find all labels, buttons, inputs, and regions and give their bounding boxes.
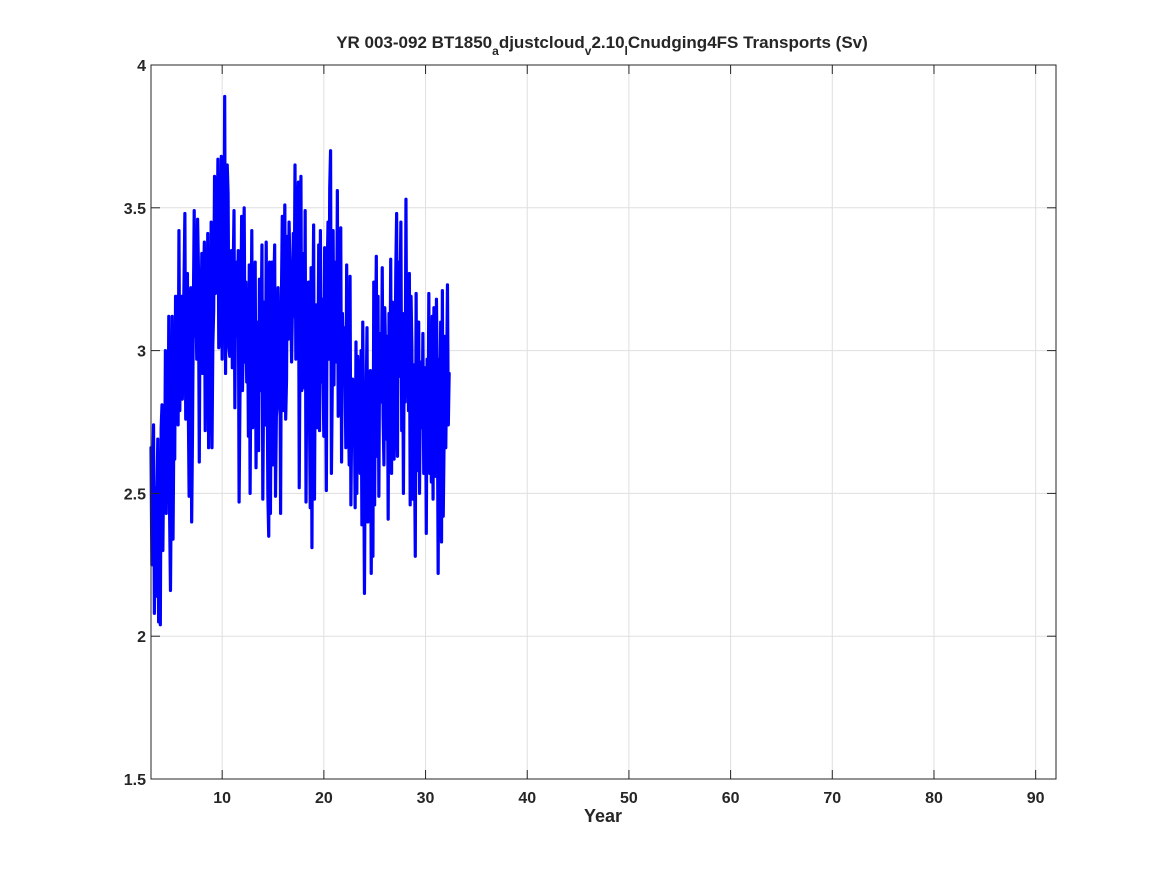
chart-title-part: v [585,44,592,58]
y-tick-label: 4 [137,58,146,75]
x-tick-label: 30 [417,790,435,807]
y-tick-label: 3.5 [124,201,146,218]
y-tick-label: 1.5 [124,772,146,789]
chart-title-part: a [492,44,499,58]
y-tick-label: 2 [137,629,146,646]
chart-title-part: djustcloud [499,33,585,52]
chart-title: YR 003-092 BT1850adjustcloudv2.10lCnudgi… [336,33,868,58]
y-tick-label: 3 [137,344,146,361]
x-tick-label: 10 [213,790,231,807]
chart-title-part: Cnudging4FS Transports (Sv) [628,33,868,52]
x-tick-label: 40 [518,790,536,807]
x-tick-label: 80 [925,790,943,807]
x-tick-label: 60 [722,790,740,807]
plot-frame [150,64,1057,780]
plot-area [151,65,1056,779]
y-tick-label: 2.5 [124,486,146,503]
chart-title-part: l [625,44,628,58]
chart-title-part: YR 003-092 BT1850 [336,33,492,52]
x-axis-title: Year [584,806,622,826]
x-tick-label: 50 [620,790,638,807]
x-tick-label: 90 [1027,790,1045,807]
x-tick-label: 20 [315,790,333,807]
axis-ticks: 10 20 30 40 50 60 70 80 90 1.5 2 2.5 3 3.5 4 [124,58,1056,807]
x-tick-label: 70 [823,790,841,807]
series-line-0 [149,94,451,627]
chart-title-part: 2.10 [591,33,624,52]
series-layer [149,94,451,627]
